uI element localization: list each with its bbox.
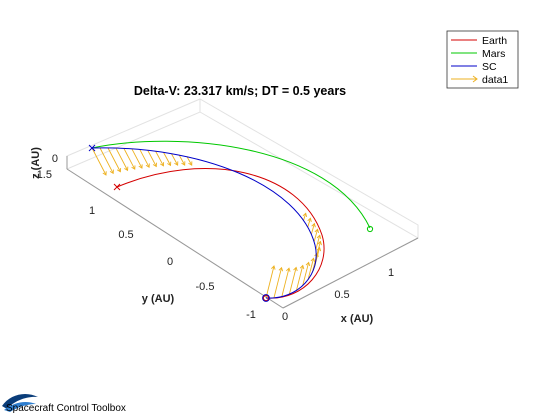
- footer-logo: Spacecraft Control Toolbox: [2, 394, 126, 414]
- thrust-vector-arrow: [295, 264, 305, 291]
- z-tick-label: 0: [52, 153, 58, 165]
- z-tick-label: -1.5: [33, 169, 52, 181]
- sc-end-marker: [88, 144, 96, 152]
- thrust-vector-arrow: [310, 222, 316, 235]
- y-tick-label: 0.5: [118, 229, 133, 241]
- y-axis-label: y (AU): [142, 293, 175, 305]
- axes-side-wall: [66, 98, 201, 169]
- thrust-vector-arrow: [302, 261, 311, 286]
- thrust-vector-arrow: [115, 147, 129, 172]
- toolbox-logo-icon: [2, 394, 38, 412]
- x-tick-label: 0: [282, 311, 288, 323]
- legend-entry-earth: Earth: [451, 35, 507, 47]
- thrust-vector-arrow: [307, 217, 312, 228]
- y-tick-label: 1: [89, 205, 95, 217]
- thrust-vector-arrow: [288, 266, 298, 295]
- thrust-vector-arrow: [99, 147, 114, 175]
- legend-label: Mars: [482, 48, 505, 60]
- y-tick-label: 0: [167, 256, 173, 268]
- footer-logo-text: Spacecraft Control Toolbox: [6, 403, 126, 414]
- thrust-vector-arrow: [163, 152, 172, 167]
- thrust-vector-arrow: [123, 148, 136, 170]
- thrust-vector-arrow: [170, 153, 179, 166]
- x-tick-label: 1: [388, 267, 394, 279]
- series-mars-line: [91, 140, 371, 229]
- thrust-vector-arrow: [265, 265, 276, 299]
- axes-floor: [65, 111, 420, 309]
- x-axis-line: [282, 237, 419, 309]
- legend-entry-mars: Mars: [451, 48, 505, 60]
- thrust-vector-arrow: [307, 257, 316, 280]
- thrust-vector-arrow: [281, 267, 291, 297]
- legend-entry-sc: SC: [451, 61, 497, 73]
- chart-title: Delta-V: 23.317 km/s; DT = 0.5 years: [134, 84, 346, 98]
- thrust-vector-arrow: [313, 228, 320, 242]
- thrust-vector-arrow: [131, 148, 143, 169]
- thrust-vector-arrow: [107, 147, 122, 173]
- axes-grid: [65, 98, 420, 309]
- x-tick-label: 0.5: [334, 289, 349, 301]
- thrust-vector-arrow: [178, 154, 186, 166]
- thrust-vector-arrow: [186, 156, 193, 166]
- thrust-vector-arrow: [155, 151, 165, 167]
- sc-start-marker: [262, 294, 270, 302]
- legend-label: data1: [482, 74, 508, 86]
- thrust-vector-arrow: [315, 234, 322, 250]
- earth-start-marker: [262, 294, 270, 302]
- thrust-vector-arrow: [273, 266, 284, 299]
- series-sc-line: [91, 147, 317, 299]
- series-data1: [91, 147, 322, 299]
- mars-start-marker: [366, 225, 374, 233]
- earth-end-marker: [113, 183, 121, 191]
- legend-entry-data1: data1: [451, 74, 508, 86]
- legend-label: SC: [482, 61, 497, 73]
- series-earth-line: [116, 168, 325, 299]
- thrust-vector-arrow: [91, 147, 107, 176]
- y-axis-line: [66, 168, 284, 309]
- x-axis-label: x (AU): [341, 313, 374, 325]
- thrust-vector-arrow: [139, 149, 150, 168]
- z-axis-label: z (AU): [30, 147, 42, 179]
- y-tick-label: -0.5: [196, 281, 215, 293]
- thrust-vector-arrow: [302, 212, 308, 221]
- legend-label: Earth: [482, 35, 507, 47]
- y-tick-label: -1: [246, 309, 256, 321]
- axes-back-wall: [199, 98, 419, 238]
- thrust-vector-arrow: [147, 150, 157, 168]
